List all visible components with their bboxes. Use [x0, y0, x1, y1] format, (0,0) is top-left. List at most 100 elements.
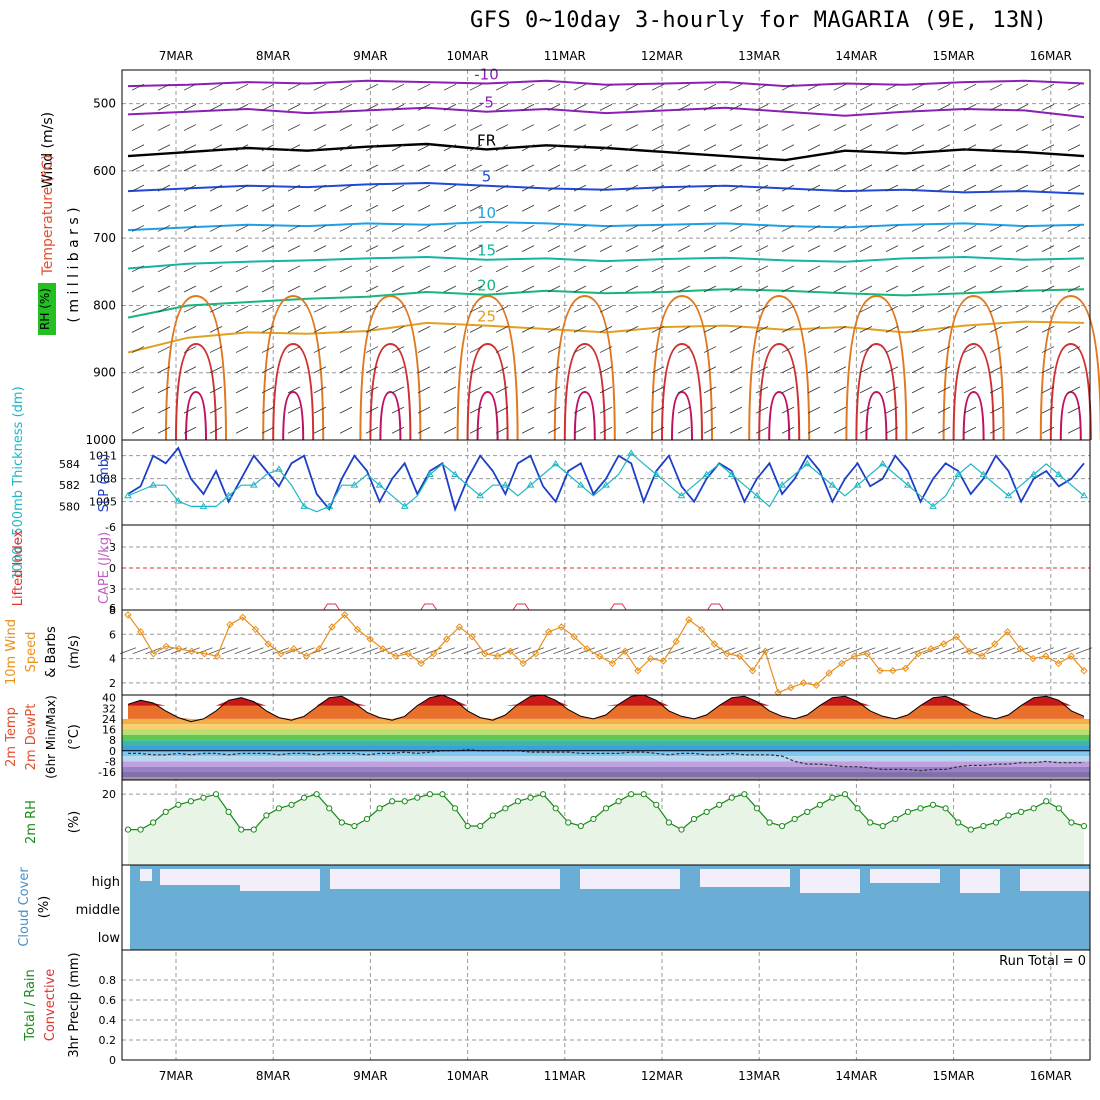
wind-barb [261, 204, 275, 212]
wind-barb [417, 83, 431, 91]
wind-barb [599, 164, 613, 172]
wind-barb [209, 326, 223, 333]
wind-barb [1015, 184, 1029, 192]
wind-barb [693, 647, 710, 655]
wind-barb [625, 124, 639, 131]
wind-barb [807, 164, 821, 172]
wind-marker [404, 650, 413, 658]
wind-barb [1067, 104, 1081, 111]
wind-barb [131, 265, 145, 273]
wind-barb [573, 305, 587, 313]
wind-barb [443, 164, 457, 172]
wind-unit-label: (m/s) [67, 635, 82, 669]
wind-barb [937, 245, 951, 252]
cloud-gap [140, 869, 152, 881]
wind-barb [963, 83, 977, 91]
wind-barb [807, 204, 821, 212]
wind-barb [131, 124, 145, 131]
temp-tick: 24 [102, 713, 116, 726]
wind-barb [391, 124, 405, 131]
wind-barb [963, 406, 977, 414]
wind-barb [703, 346, 717, 353]
thickness-marker [501, 481, 510, 488]
wind-barb [1067, 144, 1081, 152]
wind-barb [183, 406, 197, 414]
wind-barb [833, 204, 847, 212]
wind-barb [521, 124, 535, 131]
rh-marker [540, 791, 547, 798]
wind-barb [417, 305, 431, 313]
wind-marker [188, 647, 196, 655]
wind-barb [729, 204, 743, 212]
wind-barb [469, 144, 483, 152]
li-mark [420, 603, 438, 611]
wind-barb [885, 406, 899, 414]
rh-unit-label: (%) [67, 811, 82, 834]
wind-barb [313, 366, 327, 374]
wind-barb [547, 245, 561, 252]
date-label-top: 13MAR [738, 49, 780, 63]
wind-barb [521, 346, 535, 353]
date-label-top: 7MAR [159, 49, 194, 63]
wind-barb [911, 386, 925, 394]
wind-barb [989, 104, 1003, 111]
wind-barb [417, 386, 431, 394]
wind-marker [506, 647, 515, 655]
wind-barb [1041, 366, 1055, 374]
wind-barb [755, 204, 769, 212]
wind-barb [235, 285, 249, 293]
wind-marker [226, 620, 234, 629]
wind-barb [651, 144, 665, 152]
wind-barb [1067, 305, 1081, 313]
wind-barb [261, 406, 275, 414]
wind-barb [963, 184, 977, 192]
wind-barb [1041, 164, 1055, 172]
wind-marker [239, 613, 247, 621]
wind-barb [235, 265, 249, 273]
wind-barb [781, 265, 795, 273]
date-label-bottom: 8MAR [256, 1069, 291, 1083]
wind-barb [261, 426, 275, 434]
wind-barb [235, 326, 249, 333]
thickness-marker [400, 502, 409, 509]
wind-barb [703, 104, 717, 111]
wind-marker [978, 652, 986, 660]
wind-barb [287, 245, 301, 252]
pressure-tick: 900 [93, 366, 116, 380]
wind-barb [937, 386, 951, 394]
thickness-marker [929, 502, 937, 509]
wind-marker [175, 645, 183, 653]
wind-barb [443, 124, 457, 131]
wind-barb [651, 204, 665, 212]
wind-barb [573, 366, 587, 374]
wind-barb [285, 647, 302, 655]
wind-barb [515, 647, 532, 655]
wind-barb [729, 285, 743, 293]
wind-marker [442, 635, 451, 643]
wind-barb [989, 144, 1003, 152]
wind-barb [1015, 83, 1029, 91]
wind-barb [495, 245, 509, 252]
wind-barb [391, 83, 405, 91]
cloud-gap [580, 869, 680, 889]
wind-barb [183, 184, 197, 192]
wind-barb [729, 104, 743, 111]
rh-marker [502, 805, 509, 812]
wind-barb [131, 144, 145, 152]
wind-barb [1015, 144, 1029, 152]
wind-barb [261, 164, 275, 172]
wind-barb [999, 647, 1016, 655]
wind-barb [807, 285, 821, 293]
rh-marker [137, 826, 144, 833]
wind-barb [859, 124, 873, 131]
wind-barb [625, 265, 639, 273]
wind-barb [937, 104, 951, 111]
wind-barb [599, 225, 613, 232]
wind-barb [703, 164, 717, 172]
wind-barb [313, 225, 327, 232]
wind-barb [235, 124, 249, 131]
wind-barb [261, 386, 275, 394]
thickness-marker [275, 465, 283, 472]
wind-barb [729, 124, 743, 131]
rh-marker [439, 791, 446, 798]
